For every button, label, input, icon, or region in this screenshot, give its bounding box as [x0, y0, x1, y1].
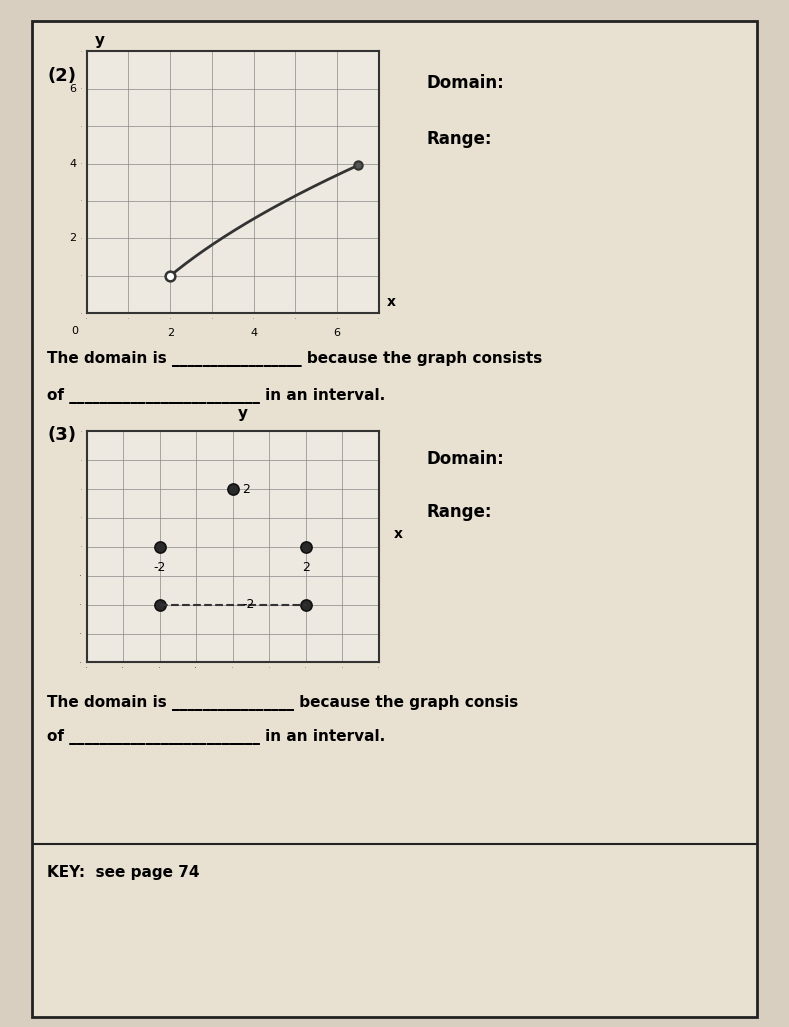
- Text: 2: 2: [69, 233, 77, 243]
- Text: 2: 2: [302, 562, 309, 574]
- Text: 0: 0: [72, 327, 78, 336]
- Text: The domain is _________________ because the graph consists: The domain is _________________ because …: [47, 351, 543, 368]
- Text: y: y: [95, 33, 105, 47]
- Text: 6: 6: [69, 84, 77, 93]
- Text: Range:: Range:: [426, 503, 492, 522]
- Text: 2: 2: [242, 483, 250, 496]
- Text: -2: -2: [154, 562, 166, 574]
- Text: 2: 2: [166, 329, 174, 338]
- Text: Domain:: Domain:: [426, 74, 504, 92]
- Text: of _________________________ in an interval.: of _________________________ in an inter…: [47, 388, 386, 405]
- Text: x: x: [387, 296, 396, 309]
- Text: (3): (3): [47, 426, 77, 445]
- Text: Range:: Range:: [426, 130, 492, 149]
- Text: y: y: [238, 407, 249, 421]
- Text: 4: 4: [250, 329, 257, 338]
- Text: KEY:  see page 74: KEY: see page 74: [47, 865, 200, 880]
- Text: -2: -2: [242, 598, 254, 611]
- Text: 6: 6: [334, 329, 341, 338]
- Text: 4: 4: [69, 158, 77, 168]
- Text: x: x: [393, 527, 402, 541]
- FancyBboxPatch shape: [32, 21, 757, 1017]
- Text: of _________________________ in an interval.: of _________________________ in an inter…: [47, 729, 386, 746]
- Text: Domain:: Domain:: [426, 450, 504, 468]
- Text: The domain is ________________ because the graph consis: The domain is ________________ because t…: [47, 695, 518, 712]
- Text: (2): (2): [47, 67, 77, 85]
